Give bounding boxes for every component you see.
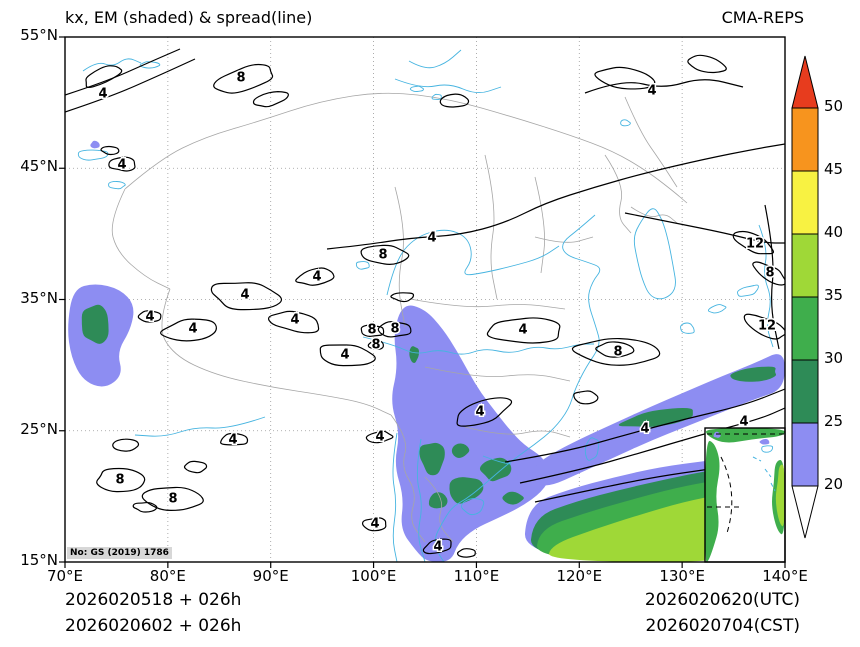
- colorbar-tick-label: 50: [824, 97, 844, 115]
- footer-valid-cst: 2026020704(CST): [645, 616, 800, 636]
- contour-label: 4: [647, 84, 656, 99]
- footer-valid-utc: 2026020620(UTC): [644, 590, 800, 610]
- colorbar-segment: [791, 107, 819, 172]
- x-tick-label: 80°E: [149, 567, 186, 585]
- x-tick-label: 110°E: [453, 567, 500, 585]
- contour-label: 12: [746, 237, 764, 252]
- contour-label: 4: [427, 231, 436, 246]
- colorbar-tick-label: 30: [824, 349, 844, 367]
- coastlines: [77, 49, 774, 562]
- contour-label: 12: [758, 319, 776, 334]
- y-tick-label: 35°N: [20, 288, 58, 307]
- contour-label: 4: [228, 433, 237, 448]
- spread-contours: [65, 48, 785, 558]
- colorbar-segment: [791, 296, 819, 361]
- contour-label: 4: [240, 288, 249, 303]
- scs-inset: [704, 427, 786, 563]
- y-tick-label: 25°N: [20, 419, 58, 438]
- chart-title: kx, EM (shaded) & spread(line): [65, 8, 313, 27]
- contour-label: 8: [613, 345, 622, 360]
- colorbar-tick-label: 40: [824, 223, 844, 241]
- contour-label: 8: [378, 248, 387, 263]
- contour-label: 8: [367, 323, 376, 338]
- contour-label: 8: [765, 266, 774, 281]
- colorbar: [791, 55, 819, 539]
- contour-label: 4: [340, 348, 349, 363]
- contour-label: 4: [188, 322, 197, 337]
- contour-label: 4: [640, 422, 649, 437]
- map-plot: 4 4 8 4 4 12 8 12 4 4 4 4 4 8 8 4 8 8 4 8 4 4 4 8 8 4 4 4 4 No: GS (…: [59, 36, 786, 568]
- footer-init-utc: 2026020518 + 026h: [65, 590, 242, 610]
- y-tick-label: 45°N: [20, 157, 58, 176]
- contour-label: 8: [115, 473, 124, 488]
- contour-label: 4: [518, 323, 527, 338]
- contour-label: 4: [290, 313, 299, 328]
- contour-label: 4: [98, 87, 107, 102]
- colorbar-extend-under: [791, 485, 819, 539]
- contour-label: 8: [236, 71, 245, 86]
- contour-label: 8: [168, 492, 177, 507]
- colorbar-tick-label: 20: [824, 475, 844, 493]
- watermark: No: GS (2019) 1786: [67, 547, 172, 559]
- x-tick-label: 90°E: [252, 567, 289, 585]
- colorbar-segment: [791, 233, 819, 298]
- contour-label: 4: [312, 270, 321, 285]
- x-tick-label: 70°E: [46, 567, 84, 585]
- province-borders: [111, 92, 688, 543]
- x-tick-label: 130°E: [659, 567, 705, 585]
- x-tick-label: 120°E: [556, 567, 603, 585]
- contour-label: 4: [739, 415, 748, 430]
- colorbar-segment: [791, 359, 819, 424]
- contour-label: 8: [390, 322, 399, 337]
- colorbar-extend-over: [791, 55, 819, 109]
- contour-label: 4: [475, 405, 484, 420]
- colorbar-tick-label: 35: [824, 286, 844, 304]
- contour-label: 4: [145, 310, 154, 325]
- colorbar-tick-label: 25: [824, 412, 844, 430]
- contour-label: 4: [433, 540, 442, 555]
- x-tick-label: 140°E: [762, 567, 808, 585]
- colorbar-tick-label: 45: [824, 160, 844, 178]
- x-tick-label: 100°E: [350, 567, 397, 585]
- contour-label: 4: [117, 158, 126, 173]
- y-tick-label: 15°N: [20, 551, 58, 569]
- model-label: CMA-REPS: [721, 8, 804, 27]
- footer-init-cst: 2026020602 + 026h: [65, 616, 242, 636]
- colorbar-segment: [791, 422, 819, 487]
- contour-label: 8: [371, 338, 380, 353]
- axis-ticks: [59, 36, 786, 568]
- colorbar-segment: [791, 170, 819, 235]
- contour-label: 4: [370, 517, 379, 532]
- y-tick-label: 55°N: [20, 26, 58, 44]
- contour-label: 4: [375, 430, 384, 445]
